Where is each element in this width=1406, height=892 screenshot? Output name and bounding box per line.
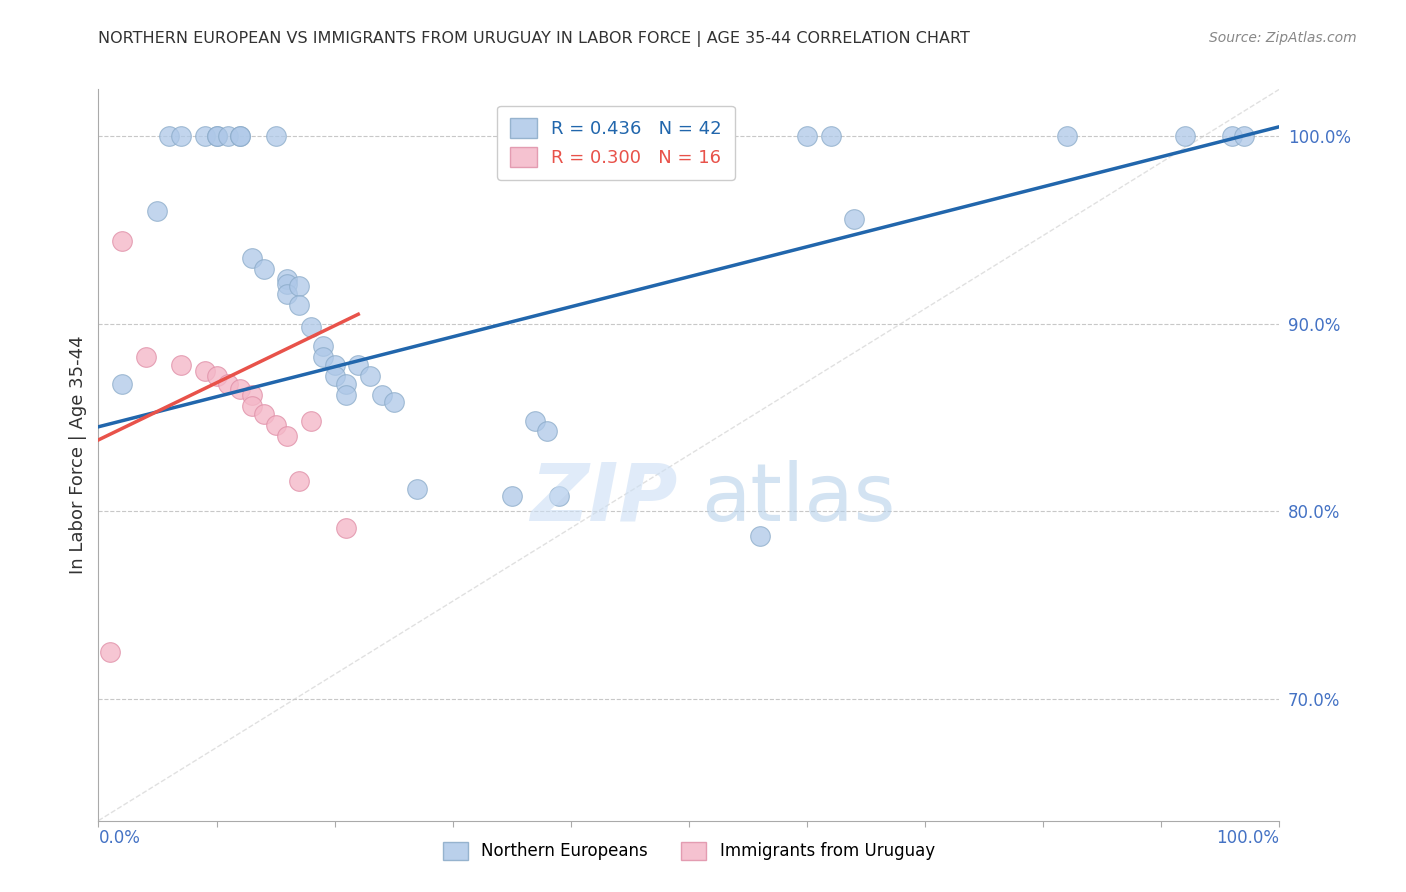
Point [111,234,134,248]
Point [323,358,346,372]
Point [335,376,357,391]
Text: NORTHERN EUROPEAN VS IMMIGRANTS FROM URUGUAY IN LABOR FORCE | AGE 35-44 CORRELAT: NORTHERN EUROPEAN VS IMMIGRANTS FROM URU… [98,31,970,47]
Point [276,429,298,443]
Point [382,395,405,409]
Point [276,286,298,301]
Point [312,339,335,353]
Point [205,369,228,384]
Point [1220,129,1243,144]
Point [1056,129,1078,144]
Legend: Northern Europeans, Immigrants from Uruguay: Northern Europeans, Immigrants from Urug… [436,835,942,867]
Point [253,407,276,421]
Point [276,277,298,292]
Point [264,417,287,432]
Point [335,521,357,535]
Text: atlas: atlas [700,459,896,538]
Point [240,399,263,413]
Point [264,129,287,144]
Text: 0.0%: 0.0% [98,830,141,847]
Point [217,129,239,144]
Point [146,204,169,219]
Point [170,358,193,372]
Point [748,528,770,542]
Point [205,129,228,144]
Point [288,279,311,293]
Point [288,474,311,488]
Point [229,129,252,144]
Point [299,414,322,428]
Point [371,388,394,402]
Point [111,376,134,391]
Point [796,129,818,144]
Point [548,489,571,503]
Point [205,129,228,144]
Point [359,369,381,384]
Point [335,388,357,402]
Point [229,129,252,144]
Point [194,129,217,144]
Point [253,262,276,277]
Point [217,376,239,391]
Point [240,388,263,402]
Point [135,351,157,365]
Text: ZIP: ZIP [530,459,678,538]
Point [299,320,322,334]
Point [229,382,252,396]
Text: Source: ZipAtlas.com: Source: ZipAtlas.com [1209,31,1357,45]
Point [844,211,866,226]
Point [276,271,298,285]
Text: 100.0%: 100.0% [1216,830,1279,847]
Point [312,351,335,365]
Point [536,424,558,438]
Point [406,482,429,496]
Point [157,129,180,144]
Y-axis label: In Labor Force | Age 35-44: In Labor Force | Age 35-44 [69,335,87,574]
Point [240,251,263,265]
Point [194,363,217,377]
Point [1233,129,1256,144]
Point [288,298,311,312]
Point [98,645,121,659]
Point [820,129,842,144]
Point [1174,129,1197,144]
Point [170,129,193,144]
Point [347,358,370,372]
Point [524,414,547,428]
Point [501,489,523,503]
Point [323,369,346,384]
